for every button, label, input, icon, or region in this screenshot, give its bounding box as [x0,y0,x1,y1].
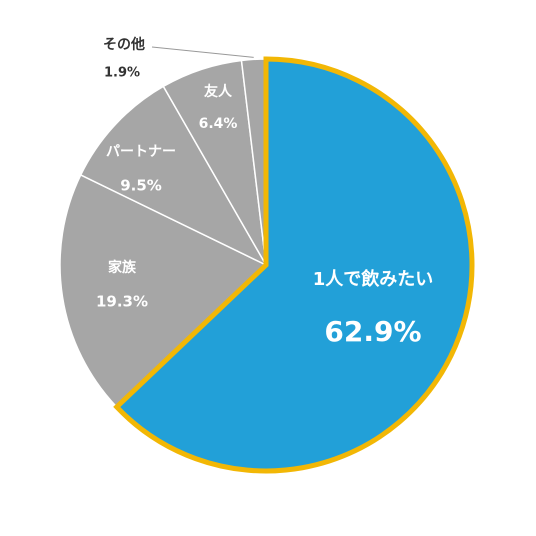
pie-slice [113,56,475,474]
value-label: 9.5% [120,177,162,195]
slice-label: 友人 [204,83,233,100]
pie-slice [59,173,268,409]
slice-label: その他 [103,36,145,53]
value-label: 62.9% [324,315,421,348]
value-label: 19.3% [96,293,148,311]
slice-label: パートナー [106,144,176,160]
value-label: 6.4% [199,116,238,132]
leader-line [151,46,254,58]
pie-slice [79,85,268,267]
slice-label: 家族 [108,259,137,276]
slice-label: 1人で飲みたい [313,268,434,290]
value-label: 1.9% [104,66,140,81]
